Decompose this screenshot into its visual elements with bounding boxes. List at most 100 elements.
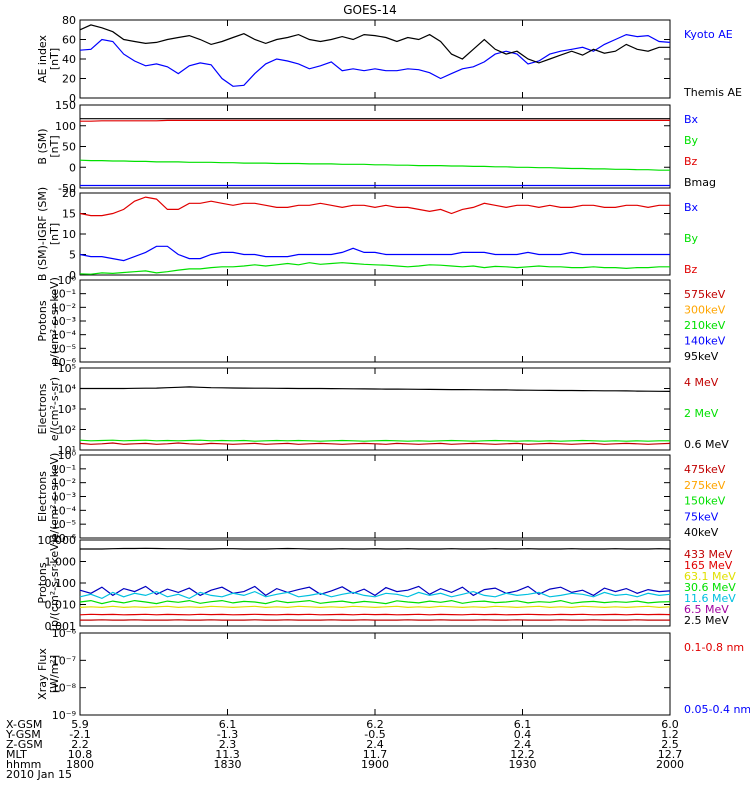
y-axis-label: B (SM)-IGRF (SM) <box>36 187 49 281</box>
legend-entry: 11.6 MeV <box>684 592 736 605</box>
legend-entry: 2.5 MeV <box>684 614 729 627</box>
y-tick-label: 10² <box>58 424 76 437</box>
legend-entry: 300keV <box>684 304 726 317</box>
y-tick-label: 10⁻⁶ <box>52 356 77 369</box>
legend-entry: 165 MeV <box>684 559 733 572</box>
ephemeris-value: 10.8 <box>68 748 93 761</box>
legend-entry: By <box>684 134 699 147</box>
panel-2: -50 0 50 100 150 B (SM) [nT] Bx By Bz Bmag <box>36 99 716 195</box>
y-tick-label: 10⁻² <box>52 301 76 314</box>
ephemeris-row-label: MLT <box>6 748 27 761</box>
panel-frame <box>79 632 671 716</box>
y-tick-label: 10⁰ <box>58 449 77 462</box>
legend-entry: Bmag <box>684 176 716 189</box>
panel-1: 0 20 40 60 80 AE index [nT] Kyoto AE Themis AE <box>36 14 742 105</box>
legend-entry: 140keV <box>684 335 726 348</box>
y-axis-label: Protons <box>36 300 49 341</box>
ephemeris-row-label: Y-GSM <box>5 728 41 741</box>
y-tick-label: 10⁻⁶ <box>52 532 77 545</box>
y-tick-label: 10¹ <box>58 444 76 457</box>
series-line <box>79 599 671 605</box>
y-tick-label: 10⁻² <box>52 477 76 490</box>
y-axis-label: B (SM) <box>36 128 49 164</box>
y-axis-label: p/(cm²-s-sr-keV) <box>48 277 61 365</box>
legend-entry: 6.5 MeV <box>684 603 729 616</box>
y-axis-label: e/(cm²-s-sr) <box>48 377 61 441</box>
ephemeris-value: 1830 <box>214 758 242 771</box>
y-tick-label: 0.001 <box>45 620 77 633</box>
ephemeris-value: 12.7 <box>658 748 683 761</box>
y-axis-label: [p/(cm²-s-sr-keV)] <box>48 535 61 632</box>
legend-entry: Themis AE <box>683 86 742 99</box>
y-tick-label: 10⁻¹ <box>52 288 76 301</box>
ephemeris-row-label: Z-GSM <box>6 738 43 751</box>
ephemeris-value: 2.2 <box>71 738 89 751</box>
ephemeris-value: 6.2 <box>366 718 384 731</box>
y-tick-label: 10⁻⁴ <box>52 504 77 517</box>
y-tick-label: 60 <box>62 34 76 47</box>
ephemeris-row-label: X-GSM <box>6 718 42 731</box>
legend-entry: By <box>684 232 699 245</box>
series-line <box>79 196 670 217</box>
legend-entry: Bx <box>684 201 699 214</box>
series-line <box>79 33 671 87</box>
legend-entry: Bz <box>684 263 698 276</box>
y-tick-label: 10⁻¹ <box>52 463 76 476</box>
y-tick-label: 10⁵ <box>58 362 76 375</box>
ephemeris-value: 1900 <box>361 758 389 771</box>
series-line <box>79 442 671 445</box>
y-axis-label: e/(cm²-s-sr-keV) <box>48 453 61 541</box>
ephemeris-value: -1.3 <box>217 728 238 741</box>
series-line <box>79 613 671 616</box>
series-line <box>80 386 671 392</box>
ephemeris-value: 0.4 <box>514 728 532 741</box>
series-line <box>79 439 670 442</box>
panel-5: 10¹ 10² 10³ 10⁴ 10⁵ Electrons e/(cm²-s-sr) 4 Me… <box>36 362 729 457</box>
y-tick-label: 40 <box>62 53 76 66</box>
y-tick-label: 20 <box>62 187 76 200</box>
legend-entry: 40keV <box>684 526 719 539</box>
y-tick-label: 150 <box>55 99 76 112</box>
ephemeris-value: 6.1 <box>514 718 532 731</box>
y-tick-label: 10⁻⁵ <box>52 342 76 355</box>
legend-entry: 75keV <box>684 510 719 523</box>
ephemeris-value: 1.2 <box>661 728 679 741</box>
y-axis-label: [W/m²] <box>48 655 61 693</box>
ephemeris-value: 6.1 <box>219 718 237 731</box>
y-tick-label: 10⁻⁹ <box>52 709 76 722</box>
panel-frame <box>79 539 671 627</box>
y-tick-label: 10⁰ <box>58 274 77 287</box>
ephemeris-value: 6.0 <box>661 718 679 731</box>
legend-entry: 63.1 MeV <box>684 570 736 583</box>
series-line <box>79 605 671 609</box>
legend-entry: Bx <box>684 113 699 126</box>
y-tick-label: 5 <box>69 249 76 262</box>
ephemeris-value: 1800 <box>66 758 94 771</box>
y-axis-label: [nT] <box>48 223 61 245</box>
y-tick-label: 0 <box>69 161 76 174</box>
ephemeris-value: 2.3 <box>219 738 237 751</box>
ephemeris-value: 12.2 <box>510 748 535 761</box>
panel-3: 0 5 10 15 20 B (SM)-IGRF (SM) [nT] Bx By Bz <box>36 187 699 282</box>
y-tick-label: 0.100 <box>45 577 77 590</box>
series-line <box>80 547 671 550</box>
ephemeris-value: -2.1 <box>69 728 90 741</box>
legend-entry: 275keV <box>684 479 726 492</box>
y-tick-label: 10 <box>62 228 76 241</box>
ephemeris-row-label: hhmm <box>6 758 41 771</box>
legend-entry: 2 MeV <box>684 407 719 420</box>
y-tick-label: 10³ <box>58 403 76 416</box>
series-line <box>80 119 670 122</box>
series-line <box>79 590 671 600</box>
series-line <box>79 245 670 262</box>
series-line <box>79 24 670 64</box>
y-axis-label: Protons <box>36 562 49 603</box>
ephemeris-value: 11.3 <box>215 748 240 761</box>
legend-entry: 0.1-0.8 nm <box>684 641 744 654</box>
panel-frame <box>79 19 671 99</box>
date-label: 2010 Jan 15 <box>6 768 72 781</box>
